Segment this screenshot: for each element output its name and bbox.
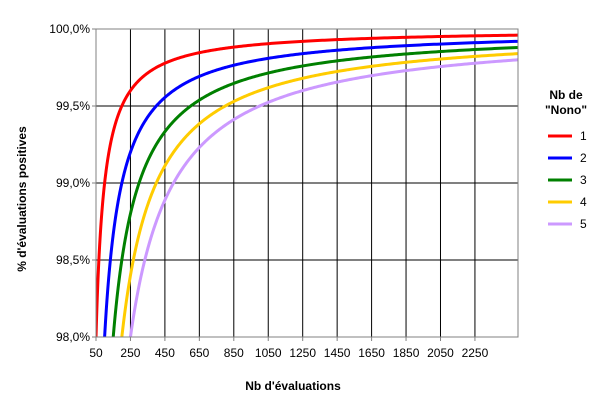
legend-title-line-1: Nb de: [549, 88, 583, 102]
x-tick-labels: 50 250 450 650 850 1050 1250 1450 1650 1850 2050 22…: [89, 337, 489, 360]
series-line-5: [128, 58, 518, 337]
x-tick-label: 1050: [255, 346, 282, 360]
y-tick-labels: 98,0% 98,5% 99,0% 99,5% 100,0%: [49, 22, 96, 344]
legend-title-line-2: "Nono": [545, 103, 587, 117]
x-axis-title: Nb d'évaluations: [245, 379, 341, 393]
series-layer: [96, 33, 518, 337]
y-tick-label: 99,5%: [56, 99, 90, 113]
legend-items: 1 2 3 4 5: [548, 129, 587, 231]
x-tick-label: 650: [189, 346, 209, 360]
y-tick-label: 98,5%: [56, 253, 90, 267]
x-tick-label: 250: [120, 346, 140, 360]
series-line-2: [103, 39, 518, 337]
x-tick-label: 1250: [289, 346, 316, 360]
legend: Nb de "Nono" 1 2 3 4 5: [545, 88, 587, 231]
legend-label-3: 3: [580, 173, 587, 187]
series-line-1: [96, 33, 518, 337]
legend-label-5: 5: [580, 217, 587, 231]
x-tick-label: 850: [224, 346, 244, 360]
x-tick-label: 450: [155, 346, 175, 360]
x-tick-label: 2250: [462, 346, 489, 360]
legend-label-2: 2: [580, 151, 587, 165]
legend-label-1: 1: [580, 129, 587, 143]
legend-label-4: 4: [580, 195, 587, 209]
x-tick-label: 2050: [427, 346, 454, 360]
y-tick-label: 100,0%: [49, 22, 90, 36]
series-line-4: [120, 52, 518, 337]
x-tick-label: 1650: [358, 346, 385, 360]
y-axis-title: % d'évaluations positives: [15, 126, 29, 272]
y-tick-label: 98,0%: [56, 330, 90, 344]
x-tick-label: 50: [89, 346, 103, 360]
series-line-3: [111, 45, 518, 337]
grid: [96, 29, 518, 337]
x-tick-label: 1850: [393, 346, 420, 360]
x-tick-label: 1450: [324, 346, 351, 360]
y-tick-label: 99,0%: [56, 176, 90, 190]
